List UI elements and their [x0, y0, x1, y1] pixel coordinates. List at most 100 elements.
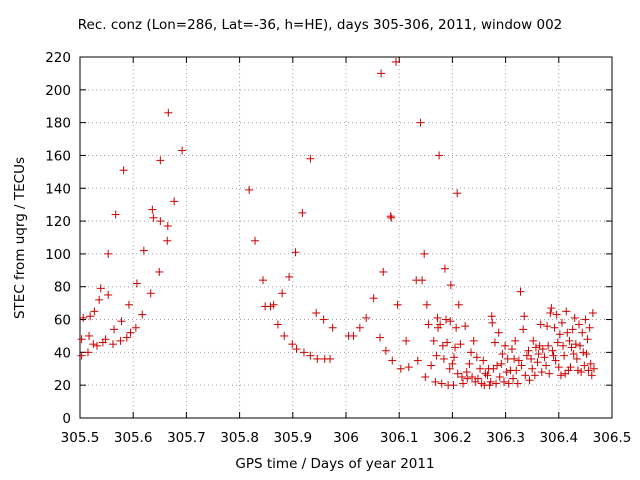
- data-point: [587, 371, 596, 380]
- x-tick-label: 306: [333, 430, 359, 446]
- data-point: [326, 354, 335, 363]
- data-point: [555, 330, 564, 339]
- data-point: [577, 368, 586, 377]
- data-point: [542, 361, 551, 370]
- data-point: [386, 212, 395, 221]
- data-point: [465, 359, 474, 368]
- data-point: [538, 345, 547, 354]
- data-point: [502, 368, 511, 377]
- data-point: [493, 361, 502, 370]
- data-point: [522, 351, 531, 360]
- data-point: [525, 376, 534, 385]
- data-point: [534, 350, 543, 359]
- data-point: [517, 361, 526, 370]
- data-point: [567, 343, 576, 352]
- data-point: [146, 289, 155, 298]
- data-point: [319, 315, 328, 324]
- data-point: [498, 350, 507, 359]
- y-tick-labels: 0 20 40 60 80 100 120 140 160 180 200 220: [45, 50, 71, 427]
- data-point: [452, 323, 461, 332]
- y-tick-label: 60: [54, 313, 71, 329]
- data-point: [424, 320, 433, 329]
- data-point: [550, 323, 559, 332]
- data-point: [446, 317, 455, 326]
- data-point: [85, 331, 94, 340]
- data-point: [443, 338, 452, 347]
- x-tick-labels: 305.5 305.6 305.7 305.8 305.9 306 306.1 306.2 30…: [61, 430, 632, 446]
- data-point: [291, 248, 300, 257]
- data-point: [393, 300, 402, 309]
- data-point: [540, 353, 549, 362]
- data-point: [524, 346, 533, 355]
- data-point: [494, 328, 503, 337]
- data-point: [543, 322, 552, 331]
- data-point: [492, 379, 501, 388]
- data-point: [536, 320, 545, 329]
- data-point: [468, 372, 477, 381]
- data-point: [312, 308, 321, 317]
- data-point: [163, 222, 172, 231]
- x-tick-label: 305.8: [220, 430, 259, 446]
- x-tick-label: 306.1: [380, 430, 419, 446]
- data-point: [529, 336, 538, 345]
- data-point: [548, 346, 557, 355]
- data-point: [438, 341, 447, 350]
- data-point: [572, 354, 581, 363]
- data-point: [456, 340, 465, 349]
- data-point: [473, 374, 482, 383]
- data-point: [487, 312, 496, 321]
- y-tick-label: 140: [45, 181, 71, 197]
- data-point: [476, 364, 485, 373]
- x-tick-label: 306.5: [593, 430, 632, 446]
- data-point: [104, 290, 113, 299]
- data-point: [77, 351, 86, 360]
- data-point: [584, 366, 593, 375]
- data-point: [553, 338, 562, 347]
- chart-title: Rec. conz (Lon=286, Lat=-36, h=HE), days…: [77, 17, 563, 33]
- data-point: [86, 312, 95, 321]
- data-point: [377, 69, 386, 78]
- data-point: [580, 361, 589, 370]
- data-point: [156, 217, 165, 226]
- data-point: [313, 354, 322, 363]
- data-point: [488, 318, 497, 327]
- data-point: [519, 325, 528, 334]
- data-point: [454, 300, 463, 309]
- data-point: [138, 310, 147, 319]
- data-point: [436, 320, 445, 329]
- data-point: [266, 302, 275, 311]
- data-point: [565, 336, 574, 345]
- data-point: [285, 272, 294, 281]
- data-point: [566, 363, 575, 372]
- data-point: [126, 328, 135, 337]
- data-point: [95, 295, 104, 304]
- data-point: [379, 267, 388, 276]
- x-tick-label: 306.2: [433, 430, 472, 446]
- data-point: [510, 354, 519, 363]
- data-point: [148, 205, 157, 214]
- data-point: [116, 336, 125, 345]
- data-point: [427, 361, 436, 370]
- y-tick-label: 0: [62, 411, 71, 427]
- y-tick-label: 180: [45, 116, 71, 132]
- data-point: [472, 353, 481, 362]
- data-point: [108, 340, 117, 349]
- data-point: [259, 276, 268, 285]
- data-point: [462, 368, 471, 377]
- data-point: [451, 343, 460, 352]
- data-point: [507, 345, 516, 354]
- data-point: [122, 333, 131, 342]
- data-point: [513, 379, 522, 388]
- data-point: [251, 236, 260, 245]
- data-point: [117, 317, 126, 326]
- data-point: [83, 348, 92, 357]
- data-point: [376, 333, 385, 342]
- data-point: [402, 336, 411, 345]
- data-point: [578, 328, 587, 337]
- data-point: [554, 363, 563, 372]
- data-point: [481, 369, 490, 378]
- data-point: [544, 341, 553, 350]
- data-point: [131, 323, 140, 332]
- data-point: [292, 345, 301, 354]
